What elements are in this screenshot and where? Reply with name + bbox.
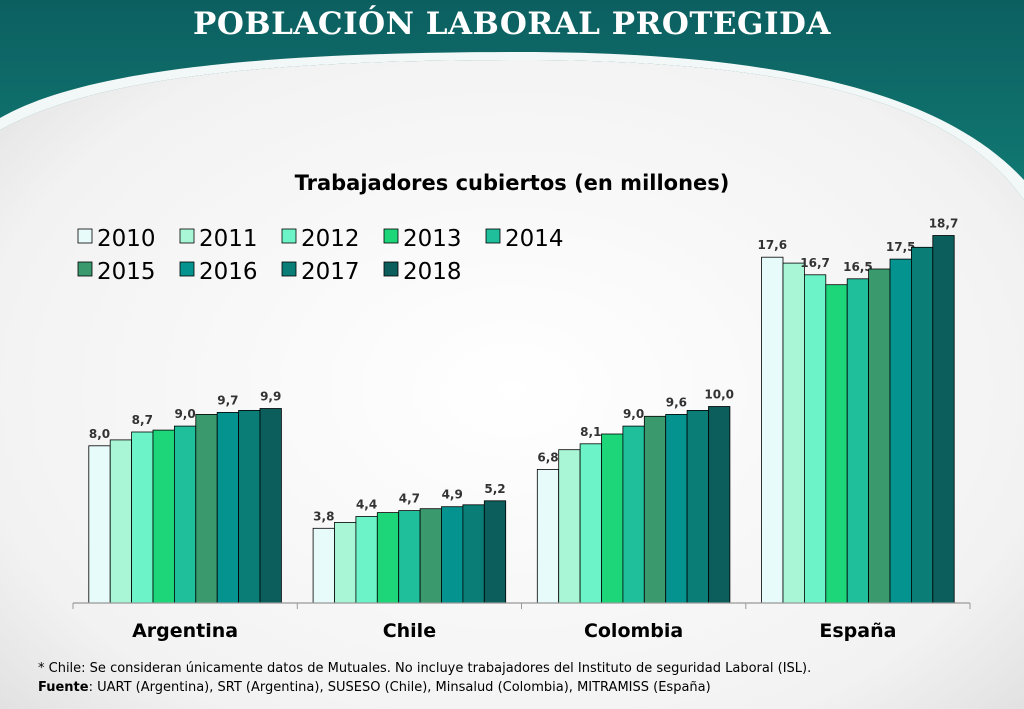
legend-label-2015: 2015 (97, 259, 156, 285)
legend-label-2014: 2014 (505, 226, 564, 252)
chart-title: Trabajadores cubiertos (en millones) (295, 171, 730, 195)
bar-españa-2017 (911, 246, 934, 604)
bar-argentina-2011 (109, 439, 132, 604)
bar-españa-2011 (782, 262, 805, 604)
data-label-argentina-2010: 8,0 (89, 427, 110, 441)
x-tick-label-argentina: Argentina (132, 620, 238, 642)
bar-colombia-2017 (686, 409, 709, 604)
legend-label-2012: 2012 (301, 226, 360, 252)
data-label-españa-2018: 18,7 (929, 217, 959, 231)
bar-chile-2013 (376, 512, 400, 604)
slide-title: POBLACIÓN LABORAL PROTEGIDA (193, 6, 831, 42)
data-label-colombia-2012: 8,1 (580, 425, 601, 439)
legend-label-2018: 2018 (403, 259, 462, 285)
bar-chile-2017 (462, 504, 485, 604)
legend-swatch-2011 (179, 228, 195, 244)
data-label-colombia-2016: 9,6 (666, 395, 687, 409)
data-label-chile-2010: 3,8 (313, 509, 334, 523)
header-band (0, 0, 1024, 200)
bar-colombia-2018 (708, 406, 731, 604)
bar-españa-2010 (761, 256, 784, 604)
x-tick-label-españa: España (819, 620, 896, 642)
data-label-españa-2012: 16,7 (800, 256, 830, 270)
x-tick-label-chile: Chile (383, 620, 436, 642)
legend-swatch-2017 (281, 261, 297, 277)
bar-argentina-2018 (259, 408, 282, 604)
bar-chile-2016 (441, 506, 464, 604)
data-label-colombia-2014: 9,0 (623, 407, 644, 421)
legend-label-2017: 2017 (301, 259, 360, 285)
legend-label-2016: 2016 (199, 259, 258, 285)
data-label-argentina-2012: 8,7 (132, 413, 153, 427)
bar-españa-2016 (889, 258, 912, 604)
bar-argentina-2012 (131, 431, 154, 604)
legend-swatch-2010 (77, 228, 93, 244)
legend-swatch-2015 (77, 261, 93, 277)
legend-label-2010: 2010 (97, 226, 156, 252)
footnote-chile: * Chile: Se consideran únicamente datos … (38, 661, 812, 676)
x-tick-label-colombia: Colombia (584, 620, 683, 642)
data-label-españa-2014: 16,5 (843, 260, 873, 274)
data-label-argentina-2014: 9,0 (174, 407, 195, 421)
bar-españa-2014 (846, 278, 870, 604)
data-label-chile-2018: 5,2 (484, 482, 505, 496)
data-label-españa-2016: 17,5 (886, 240, 916, 254)
bar-españa-2018 (932, 235, 955, 604)
source-label: Fuente (38, 680, 89, 695)
bar-argentina-2014 (173, 425, 197, 604)
bar-colombia-2010 (536, 468, 560, 604)
bar-chile-2012 (355, 516, 378, 604)
bar-chile-2015 (419, 508, 442, 604)
legend-label-2011: 2011 (199, 226, 258, 252)
bar-argentina-2010 (88, 445, 111, 604)
bar-españa-2012 (804, 274, 827, 604)
bar-argentina-2017 (238, 409, 261, 604)
data-label-colombia-2010: 6,8 (537, 450, 558, 464)
legend-swatch-2013 (383, 228, 399, 244)
legend-swatch-2018 (383, 261, 399, 277)
data-label-chile-2012: 4,4 (356, 498, 377, 512)
data-label-chile-2014: 4,7 (399, 492, 420, 506)
bar-colombia-2014 (622, 425, 645, 604)
bar-argentina-2016 (216, 411, 239, 604)
bar-chile-2011 (334, 522, 357, 604)
data-label-españa-2010: 17,6 (757, 238, 787, 252)
source-note: Fuente: UART (Argentina), SRT (Argentina… (38, 680, 711, 695)
bar-colombia-2013 (601, 433, 624, 604)
bar-colombia-2011 (558, 449, 581, 604)
legend-swatch-2016 (179, 261, 195, 277)
bar-argentina-2015 (195, 413, 218, 604)
bar-argentina-2013 (152, 429, 175, 604)
data-label-chile-2016: 4,9 (442, 488, 463, 502)
data-label-argentina-2016: 9,7 (217, 393, 238, 407)
bar-colombia-2016 (665, 413, 688, 604)
bar-chile-2018 (483, 500, 507, 604)
data-label-colombia-2018: 10,0 (704, 388, 734, 402)
bar-colombia-2015 (643, 415, 667, 604)
bar-españa-2015 (868, 268, 891, 604)
source-text: : UART (Argentina), SRT (Argentina), SUS… (88, 680, 711, 695)
data-label-argentina-2018: 9,9 (260, 390, 281, 404)
bar-colombia-2012 (579, 443, 602, 604)
legend-swatch-2012 (281, 228, 297, 244)
bar-chile-2014 (398, 510, 421, 604)
legend-label-2013: 2013 (403, 226, 462, 252)
bar-chile-2010 (312, 527, 335, 604)
bar-españa-2013 (825, 284, 848, 604)
legend-swatch-2014 (485, 228, 501, 244)
